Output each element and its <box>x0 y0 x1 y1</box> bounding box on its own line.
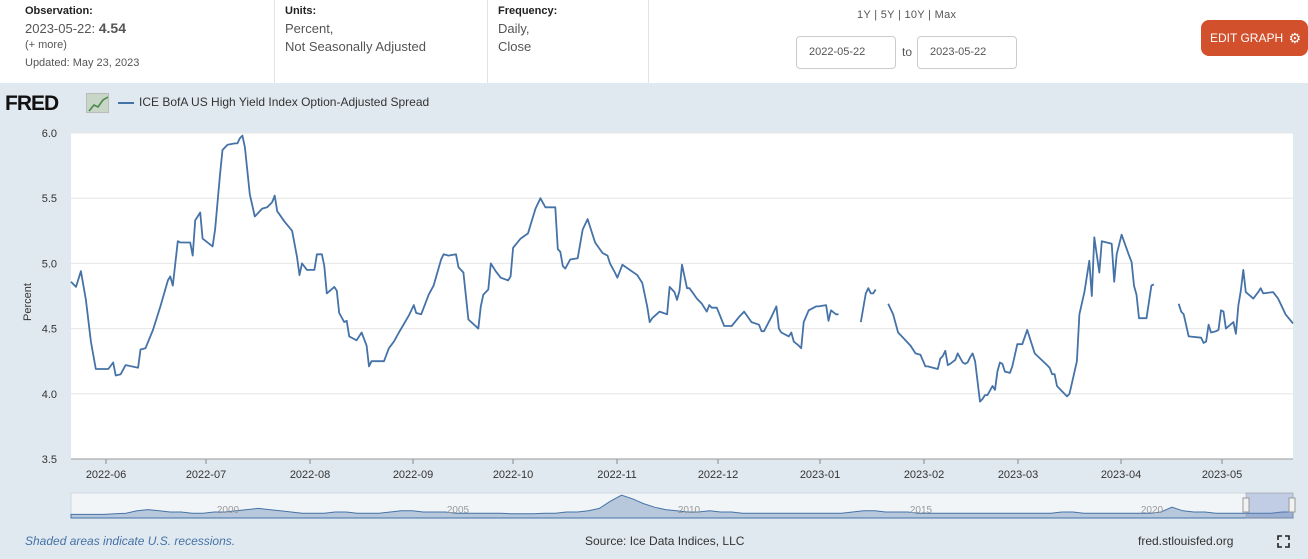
recession-note: Shaded areas indicate U.S. recessions. <box>25 534 236 548</box>
fred-logo[interactable]: FRED <box>5 92 59 115</box>
divider <box>274 0 275 83</box>
divider <box>648 0 649 83</box>
range-1y[interactable]: 1Y <box>857 9 871 21</box>
y-tick-label: 4.5 <box>42 324 57 336</box>
observation-value: 4.54 <box>98 20 126 36</box>
series-line[interactable] <box>1177 268 1294 344</box>
units-line2: Not Seasonally Adjusted <box>285 39 426 54</box>
x-tick-label: 2023-05 <box>1202 469 1242 481</box>
updated-date: Updated: May 23, 2023 <box>25 57 140 69</box>
chart-svg[interactable]: 3.5 4.0 4.5 5.0 5.5 6.0 2022-06 2022-07 2022-08… <box>0 83 1308 559</box>
observation-line: 2023-05-22: 4.54 <box>25 20 270 37</box>
frequency-line2: Close <box>498 39 532 54</box>
navigator-label: 2000 <box>217 505 240 516</box>
y-tick-label: 5.5 <box>42 193 57 205</box>
edit-graph-label: EDIT GRAPH <box>1210 31 1284 45</box>
edit-graph-button[interactable]: EDIT GRAPH ⚙ <box>1201 20 1308 56</box>
range-5y[interactable]: 5Y <box>880 9 895 21</box>
frequency-line1: Daily, <box>498 21 530 36</box>
x-tick-label: 2023-03 <box>998 469 1038 481</box>
navigator-label: 2010 <box>678 505 701 516</box>
site-link[interactable]: fred.stlouisfed.org <box>1138 534 1234 548</box>
navigator-handle-left[interactable] <box>1242 497 1250 513</box>
legend-label: ICE BofA US High Yield Index Option-Adju… <box>139 95 430 109</box>
x-tick-label: 2022-10 <box>493 469 533 481</box>
gear-icon: ⚙ <box>1288 30 1302 46</box>
frequency-label: Frequency: <box>498 5 558 17</box>
y-tick-label: 4.0 <box>42 389 57 401</box>
start-date-input[interactable]: 2022-05-22 <box>796 36 896 69</box>
y-tick-label: 3.5 <box>42 454 57 466</box>
x-tick-label: 2023-04 <box>1101 469 1141 481</box>
navigator-handle-right[interactable] <box>1288 497 1296 513</box>
frequency-info: Frequency: Daily, Close <box>498 0 638 83</box>
y-tick-label: 5.0 <box>42 258 57 270</box>
x-tick-label: 2022-12 <box>698 469 738 481</box>
x-tick-label: 2022-09 <box>393 469 433 481</box>
observation-info: Observation: 2023-05-22: 4.54 (+ more) U… <box>25 0 270 83</box>
to-label: to <box>902 45 913 59</box>
divider <box>487 0 488 83</box>
chart-container: FRED ICE BofA US High Yield Index Option… <box>0 83 1308 559</box>
x-tick-label: 2022-11 <box>597 469 637 481</box>
range-links: 1Y | 5Y | 10Y | Max <box>857 9 956 21</box>
more-link[interactable]: (+ more) <box>25 39 67 51</box>
x-tick-label: 2023-02 <box>904 469 944 481</box>
x-tick-label: 2022-08 <box>290 469 330 481</box>
range-separator: | <box>924 9 935 21</box>
units-label: Units: <box>285 5 317 17</box>
navigator-label: 2020 <box>1141 505 1164 516</box>
fullscreen-icon[interactable] <box>1277 535 1290 548</box>
observation-label: Observation: <box>25 5 93 17</box>
plot-area <box>71 133 1293 459</box>
range-separator: | <box>894 9 905 21</box>
series-line[interactable] <box>70 134 839 377</box>
legend-swatch <box>118 102 134 104</box>
observation-date: 2023-05-22: <box>25 21 96 36</box>
source-note[interactable]: Source: Ice Data Indices, LLC <box>585 534 745 548</box>
units-info: Units: Percent, Not Seasonally Adjusted <box>285 0 480 83</box>
x-tick-label: 2022-06 <box>86 469 126 481</box>
end-date-input[interactable]: 2023-05-22 <box>917 36 1017 69</box>
series-line[interactable] <box>859 287 877 323</box>
navigator-label: 2005 <box>447 505 470 516</box>
fred-logo-graph-icon <box>86 93 109 113</box>
header-panel: Observation: 2023-05-22: 4.54 (+ more) U… <box>0 0 1308 83</box>
navigator-label: 2015 <box>910 505 933 516</box>
navigator-series <box>70 494 1294 519</box>
range-separator: | <box>870 9 881 21</box>
series-line[interactable] <box>887 233 1155 403</box>
range-max[interactable]: Max <box>934 9 957 21</box>
navigator-selection[interactable] <box>1245 492 1294 519</box>
units-line1: Percent, <box>285 21 334 36</box>
x-tick-label: 2023-01 <box>800 469 840 481</box>
range-10y[interactable]: 10Y <box>904 9 925 21</box>
y-tick-label: 6.0 <box>42 128 57 140</box>
x-tick-label: 2022-07 <box>186 469 226 481</box>
